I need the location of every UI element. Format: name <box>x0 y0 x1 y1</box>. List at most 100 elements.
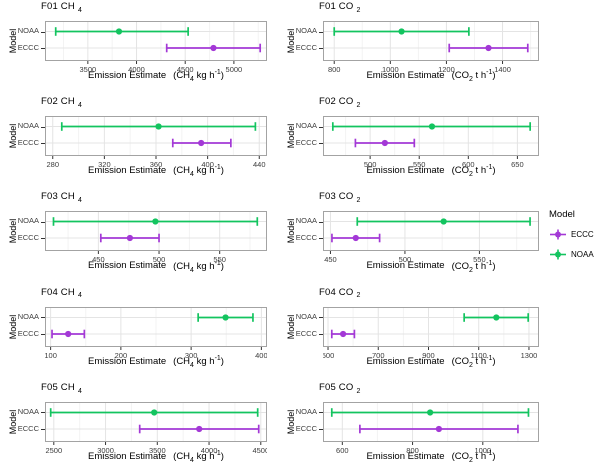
x-tick-label: 400 <box>255 351 267 360</box>
y-tick-label-noaa: NOAA <box>295 26 317 35</box>
panel-title-text: F04 CO <box>319 286 354 298</box>
legend: Model ECCC NOAA <box>549 209 594 267</box>
plot-area: 2500 3000 3500 4000 4500 <box>45 401 267 455</box>
panel-f05-co2: F05 CO 2 Model NOAA ECCC 600 800 1000 Emiss… <box>285 381 545 476</box>
panel-border <box>45 211 267 252</box>
x-axis-label-text: Emission Estimate <box>366 450 445 462</box>
x-tick-label: 360 <box>150 160 163 169</box>
y-tick-label-noaa: NOAA <box>17 311 39 321</box>
panel-title-subscript: 2 <box>356 102 361 110</box>
panel-title: F01 CH 4 <box>41 1 82 14</box>
x-axis-label-text: Emission Estimate <box>366 355 445 367</box>
panel-border <box>45 21 267 61</box>
x-axis-label-text: Emission Estimate <box>366 260 445 272</box>
x-axis-label: Emission Estimate (CO2 t h-1) <box>323 450 539 464</box>
point-dot <box>427 409 434 416</box>
x-axis-label-text: Emission Estimate <box>366 70 445 82</box>
plot-area: 500 700 900 1100 1300 <box>323 306 539 360</box>
pointrange-f05-co2-eccc <box>359 424 519 434</box>
point-dot <box>381 140 388 147</box>
panel-title-subscript: 4 <box>77 292 83 300</box>
pointrange-f03-ch4-noaa <box>52 217 259 227</box>
x-tick-label: 1400 <box>494 65 511 74</box>
x-tick-label: 1200 <box>438 65 455 74</box>
y-tick-mark <box>319 238 323 240</box>
x-tick-label: 1000 <box>382 65 399 74</box>
pointrange-f04-ch4-eccc <box>51 329 86 338</box>
y-tick-label-noaa: NOAA <box>17 216 39 226</box>
y-tick-mark <box>41 31 45 33</box>
panel-f02-co2: F02 CO 2 Model NOAA ECCC 500 550 600 650 Emi… <box>285 95 545 190</box>
panel-title-subscript: 2 <box>356 197 361 205</box>
x-tick-label: 4000 <box>128 65 145 74</box>
x-tick-label: 500 <box>153 255 166 264</box>
panel-f01-ch4: F01 CH 4 Model NOAA ECCC 3500 4000 4500 5000… <box>0 0 285 95</box>
x-tick-label: 200 <box>115 351 128 360</box>
y-tick-label-noaa: NOAA <box>17 26 39 35</box>
x-axis-label: Emission Estimate (CH4 kg h-1) <box>45 164 267 178</box>
point-dot <box>398 28 405 35</box>
plot-area: 280 320 360 400 440 <box>45 116 267 169</box>
panel-border <box>45 116 267 157</box>
x-tick-label: 550 <box>413 160 426 169</box>
panel-border <box>323 401 539 442</box>
x-tick-label: 700 <box>372 351 385 360</box>
y-tick-mark <box>41 221 45 223</box>
x-tick-label: 550 <box>213 255 226 264</box>
x-axis-unit: (CH4 kg h-1) <box>173 449 224 464</box>
x-axis-label: Emission Estimate (CO2 t h-1) <box>323 259 539 273</box>
y-tick-label-eccc: ECCC <box>295 233 317 243</box>
x-tick-label: 550 <box>473 255 486 264</box>
x-axis-label-text: Emission Estimate <box>88 260 167 272</box>
x-tick-label: 900 <box>422 351 435 360</box>
x-tick-label: 280 <box>46 160 59 169</box>
panel-title-text: F05 CH <box>41 381 75 393</box>
panel-title-subscript: 4 <box>77 6 83 14</box>
panel-f04-ch4: F04 CH 4 Model NOAA ECCC 100 200 300 400 Emi… <box>0 286 285 381</box>
y-tick-mark <box>319 428 323 430</box>
point-dot <box>352 235 359 242</box>
point-dot <box>196 425 203 432</box>
pointrange-f01-ch4-eccc <box>165 43 262 53</box>
legend-title: Model <box>549 209 575 220</box>
plot-area: 100 200 300 400 <box>45 306 267 360</box>
pointrange-f04-co2-eccc <box>330 329 356 338</box>
x-axis-label: Emission Estimate (CH4 kg h-1) <box>45 69 267 83</box>
panel-title-text: F02 CO <box>319 96 354 108</box>
y-tick-label-eccc: ECCC <box>17 233 39 243</box>
x-axis-label: Emission Estimate (CO2 t h-1) <box>323 69 539 83</box>
x-axis-label: Emission Estimate (CO2 t h-1) <box>323 355 539 369</box>
y-tick-mark <box>41 333 45 335</box>
panel-title: F01 CO 2 <box>319 1 361 14</box>
y-tick-mark <box>41 143 45 145</box>
x-tick-label: 650 <box>511 160 524 169</box>
x-axis-unit: (CH4 kg h-1) <box>173 354 224 369</box>
x-axis-unit: (CO2 t h-1) <box>451 354 496 369</box>
x-axis-label: Emission Estimate (CH4 kg h-1) <box>45 450 267 464</box>
panel-title-subscript: 2 <box>356 6 361 14</box>
x-tick-label: 4500 <box>177 65 194 74</box>
y-tick-label-eccc: ECCC <box>17 138 39 148</box>
y-tick-mark <box>41 412 45 414</box>
panel-f01-co2: F01 CO 2 Model NOAA ECCC 800 1000 1200 1400 … <box>285 0 545 95</box>
x-axis-unit: (CO2 t h-1) <box>451 449 496 464</box>
x-tick-label: 500 <box>364 160 377 169</box>
pointrange-glyph-icon <box>550 229 566 240</box>
point-dot <box>485 44 492 52</box>
x-tick-label: 1000 <box>474 446 491 455</box>
x-tick-label: 3500 <box>79 65 96 74</box>
panel-title: F02 CH 4 <box>41 96 82 109</box>
panel-border <box>323 116 539 157</box>
pointrange-f05-ch4-eccc <box>138 424 260 434</box>
point-dot <box>440 218 447 225</box>
y-tick-mark <box>41 48 45 49</box>
panel-title-text: F03 CH <box>41 191 75 203</box>
panel-title: F02 CO 2 <box>319 96 361 109</box>
panel-title-subscript: 4 <box>77 197 83 205</box>
point-dot <box>428 123 436 130</box>
panel-f05-ch4: F05 CH 4 Model NOAA ECCC 2500 3000 3500 4000… <box>0 381 285 476</box>
panel-title: F04 CH 4 <box>41 287 82 300</box>
point-dot <box>222 313 229 321</box>
y-tick-label-noaa: NOAA <box>295 216 317 226</box>
